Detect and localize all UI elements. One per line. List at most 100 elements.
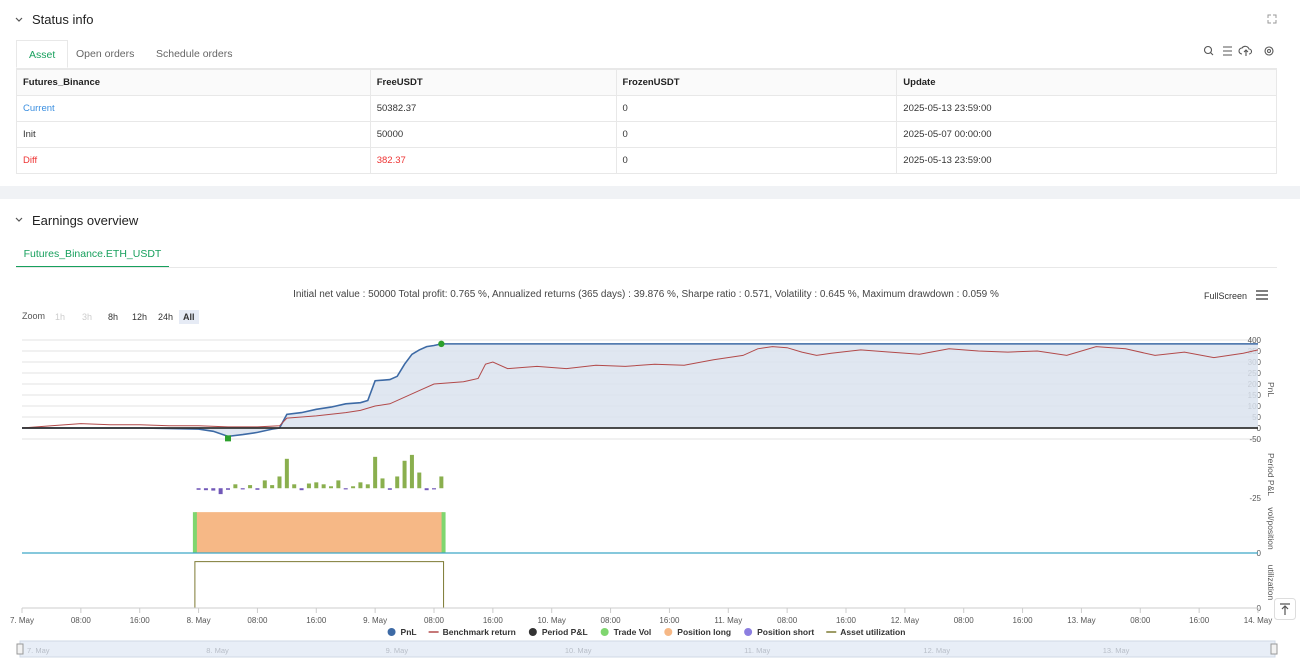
scroll-top-button[interactable] [1274,598,1296,620]
bar [432,488,436,490]
x-tick-label: 16:00 [1189,616,1210,625]
bar [395,476,400,489]
x-tick-label: 08:00 [1130,616,1151,625]
zoom-label: Zoom [22,311,46,321]
x-tick-label: 16:00 [130,616,151,625]
x-tick-label: 16:00 [659,616,680,625]
bar [343,488,348,490]
tab[interactable]: Open orders [76,48,135,60]
x-tick-label: 08:00 [71,616,92,625]
bar [409,454,414,489]
bar [262,480,267,489]
legend-label: Trade Vol [614,627,652,637]
legend-symbol [387,628,396,636]
legend-symbol [528,628,537,636]
zoom-button[interactable]: 24h [158,312,174,322]
x-tick-label: 10. May [537,616,565,625]
bar [277,476,282,489]
zoom-button[interactable]: All [179,310,199,324]
bar [441,512,446,553]
zoom-button[interactable]: 8h [108,312,119,322]
navigator-label: 11. May [744,646,770,655]
x-tick-label: 08:00 [601,616,622,625]
x-tick-label: 08:00 [247,616,268,625]
area [194,512,444,553]
axis-title: PnL [1266,382,1276,397]
bar [292,484,297,489]
chart-menu[interactable] [1256,290,1268,300]
bar [351,486,356,489]
table-row: Diff 382.37 0 2025-05-13 23:59:00 [16,147,1277,174]
navigator-handle [16,643,24,655]
legend-symbol [600,628,609,636]
x-tick-label: 16:00 [483,616,504,625]
x-tick-label: 16:00 [306,616,327,625]
tab-divider [16,267,1277,268]
table-row: Current 50382.37 0 2025-05-13 23:59:00 [16,95,1277,122]
summary-text: Initial net value : 50000 Total profit: … [293,289,999,300]
legend: PnL Benchmark return Period P&L Trade Vol Po… [387,627,905,637]
x-tick-label: 11. May [714,616,742,625]
tab[interactable]: Asset [16,40,69,68]
max-marker [438,340,445,348]
zoom-button[interactable]: 12h [132,312,148,322]
bar [284,458,289,489]
axis-title: vol/position [1266,507,1276,550]
bar [192,512,197,553]
x-tick-label: 16:00 [1013,616,1034,625]
bar [270,485,275,489]
navigator-label: 9. May [386,646,409,655]
x-tick-label: 08:00 [954,616,975,625]
axis-title: Period P&L [1266,453,1276,496]
status-card: Status info Asset Open orders Schedule ord… [0,0,1300,186]
table-cell: Diff [16,147,371,174]
axis-title: utilization [1266,565,1276,601]
y-tick-label: 0 [1257,604,1262,613]
legend-label: Position long [677,627,731,637]
tab[interactable]: Schedule orders [156,48,233,60]
bar [329,486,333,489]
x-tick-label: 16:00 [836,616,857,625]
table-cell: 0 [615,95,898,122]
line-area [22,343,1258,437]
x-tick-label: 8. May [187,616,211,625]
fullscreen-button[interactable]: FullScreen [1203,291,1247,301]
y-tick-label: 400 [1248,336,1262,345]
column-header: Update [896,69,1277,96]
zoom-button[interactable]: 1h [55,312,66,322]
x-tick-label: 13. May [1067,616,1095,625]
x-tick-label: 08:00 [424,616,445,625]
bar [299,488,304,491]
zoom-button[interactable]: 3h [82,312,93,322]
legend-symbol [744,628,753,636]
bar [314,482,319,489]
column-header: Futures_Binance [16,69,371,96]
legend-symbol [664,628,673,636]
navigator-label: 13. May [1103,646,1130,655]
bar [387,488,392,490]
legend-label: PnL [401,627,417,637]
legend-label: Position short [757,627,814,637]
navigator-handle [1270,643,1278,655]
bar [218,488,223,495]
tab-divider [16,68,1277,69]
bar [336,480,341,489]
min-marker [225,435,231,442]
table-cell: 50000 [369,121,617,148]
line [22,343,1258,438]
collapse-chevron[interactable] [14,215,24,225]
expand-icon[interactable] [1266,13,1278,25]
y-tick-label: -50 [1249,435,1261,444]
toolbar-icons[interactable] [1202,44,1278,58]
x-tick-label: 14. May [1244,616,1272,625]
legend-label: Benchmark return [443,627,516,637]
y-tick-label: 0 [1257,424,1262,433]
bar [211,488,216,491]
x-tick-label: 08:00 [777,616,798,625]
bar [226,488,230,490]
line [21,346,1259,429]
bar [424,488,429,491]
bar [373,456,378,489]
collapse-chevron[interactable] [14,15,24,25]
bar [306,483,311,489]
